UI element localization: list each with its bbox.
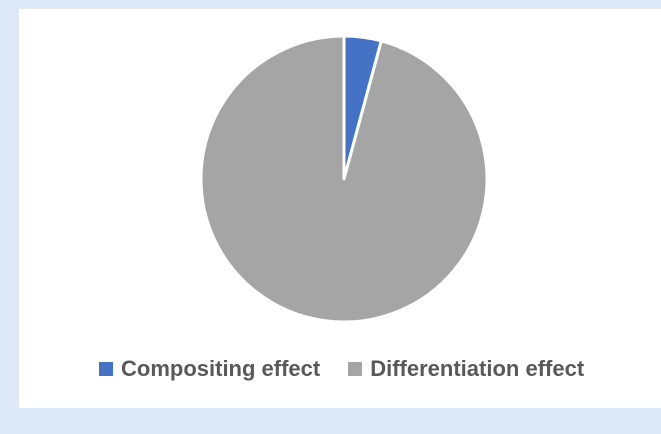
legend-swatch-compositing-effect (99, 362, 113, 376)
pie-slice-differentiation-effect (199, 34, 489, 324)
chart-card: Compositing effect Differentiation effec… (18, 8, 661, 408)
legend-label-differentiation-effect: Differentiation effect (370, 356, 585, 381)
legend-label-compositing-effect: Compositing effect (121, 356, 321, 381)
pie-chart (199, 34, 489, 324)
legend: Compositing effect Differentiation effec… (99, 352, 659, 386)
legend-item-differentiation-effect: Differentiation effect (348, 356, 584, 382)
pie-slices (199, 34, 489, 324)
legend-item-compositing-effect: Compositing effect (99, 356, 320, 382)
legend-swatch-differentiation-effect (348, 362, 363, 376)
